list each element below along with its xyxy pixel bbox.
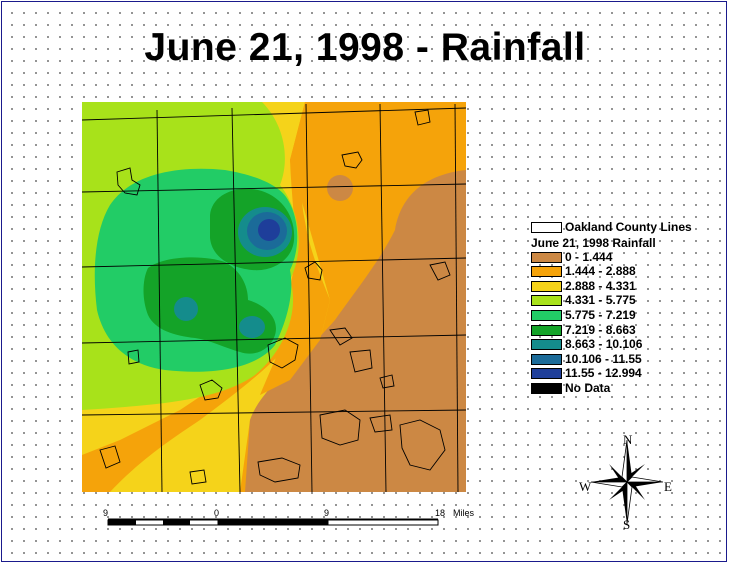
legend-class-label: No Data — [565, 380, 611, 395]
municipal-boundaries — [99, 109, 451, 485]
legend-class-swatch — [531, 353, 562, 365]
scale-label-9-left: 9 — [103, 508, 108, 518]
scale-label-18: 18 — [435, 508, 445, 518]
county-lines-swatch — [531, 222, 562, 233]
scale-label-0: 0 — [214, 508, 219, 518]
map-title: June 21, 1998 - Rainfall — [144, 26, 586, 69]
scale-unit: Miles — [453, 508, 475, 518]
county-lines-label: Oakland County Lines — [565, 220, 692, 234]
legend-class-label: 10.106 - 11.55 — [565, 351, 642, 366]
legend-class-swatch — [531, 295, 562, 307]
legend-class-label: 11.55 - 12.994 — [565, 366, 642, 381]
legend-class-label: 8.663 - 10.106 — [565, 337, 643, 352]
east-label: E — [664, 479, 672, 494]
legend-class-label: 0 - 1.444 — [565, 249, 613, 264]
legend-class-swatch — [531, 266, 562, 278]
north-label: N — [623, 432, 633, 447]
legend-class-swatch — [531, 339, 562, 351]
west-label: W — [579, 479, 592, 494]
county-lines — [81, 103, 467, 493]
legend-class-label: 5.775 - 7.219 — [565, 307, 636, 322]
legend-class-swatch — [531, 368, 562, 380]
scale-label-9-right: 9 — [324, 508, 329, 518]
rainfall-surface — [82, 102, 466, 492]
legend-class-label: 4.331 - 5.775 — [565, 293, 636, 308]
legend-class-swatch — [531, 280, 562, 292]
legend-class-swatch — [531, 324, 562, 336]
south-label: S — [623, 517, 630, 532]
legend-rainfall-title: June 21, 1998 Rainfall — [531, 235, 656, 250]
legend-class-swatch — [531, 309, 562, 321]
legend-class-swatch — [531, 382, 562, 394]
legend-class-label: 7.219 - 8.663 — [565, 322, 636, 337]
north-arrow: N S W E — [579, 432, 672, 532]
legend-class-label: 1.444 - 2.888 — [565, 264, 636, 279]
legend-class-swatch — [531, 251, 562, 263]
legend-class-label: 2.888 - 4.331 — [565, 278, 636, 293]
scale-bar: 9 0 9 18 Miles — [103, 508, 475, 526]
